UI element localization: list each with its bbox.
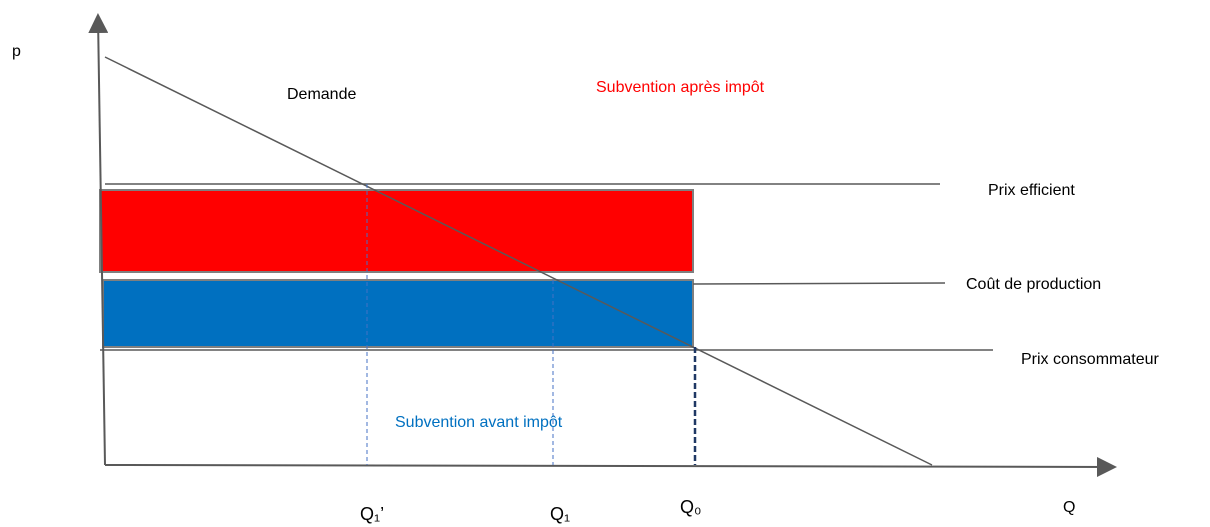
y-axis-label: p	[12, 43, 21, 60]
consumer-price-label: Prix consommateur	[1021, 351, 1159, 368]
subsidy-after-tax-label: Subvention après impôt	[596, 79, 765, 96]
y-axis	[88, 13, 109, 466]
demand-line	[104, 56, 933, 466]
q1-label: Q₁	[550, 504, 570, 524]
production-cost-line	[692, 282, 946, 285]
efficient-price-label: Prix efficient	[988, 182, 1075, 199]
production-cost-label: Coût de production	[966, 276, 1101, 293]
x-axis-label: Q	[1063, 499, 1075, 516]
q1-prime-label: Q₁’	[360, 504, 384, 524]
subsidy-before-tax-area	[102, 279, 694, 348]
demand-label: Demande	[287, 86, 356, 103]
subsidy-after-tax-area	[99, 189, 694, 273]
x-axis	[104, 456, 1117, 477]
q0-label: Q₀	[680, 497, 701, 517]
subsidy-before-tax-label: Subvention avant impôt	[395, 414, 563, 431]
